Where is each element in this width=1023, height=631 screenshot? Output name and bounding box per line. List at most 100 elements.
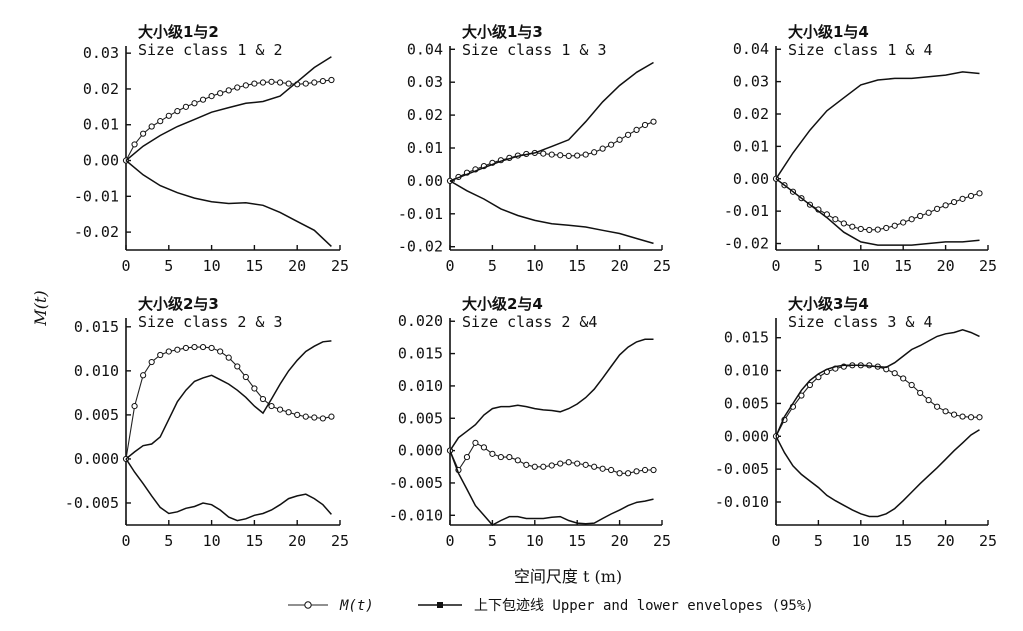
y-tick-label: 0.00 <box>407 172 443 190</box>
mt-point <box>950 198 958 206</box>
mt-point <box>934 403 941 410</box>
x-tick-label: 20 <box>288 257 306 275</box>
x-tick-label: 10 <box>203 532 221 550</box>
upper-envelope-line <box>125 56 332 162</box>
mt-point <box>633 126 640 134</box>
y-tick-label: -0.005 <box>389 474 443 492</box>
mt-point <box>259 395 267 403</box>
y-tick-label: -0.01 <box>724 202 769 220</box>
mt-series-line <box>449 121 654 182</box>
x-tick-label: 10 <box>203 257 221 275</box>
mt-point <box>311 79 318 86</box>
y-tick-label: 0.01 <box>407 139 443 157</box>
mt-point <box>925 209 932 216</box>
mt-point <box>217 348 224 355</box>
upper-envelope-line <box>775 329 980 437</box>
x-tick-label: 25 <box>653 532 671 550</box>
y-tick-label: -0.010 <box>389 506 443 524</box>
mt-point <box>557 152 564 159</box>
mt-point <box>131 141 138 148</box>
mt-point <box>182 344 190 352</box>
panel-title-cn: 大小级1与3 <box>462 23 543 41</box>
mt-point <box>157 351 164 359</box>
mt-point <box>225 87 232 94</box>
mt-point <box>157 118 164 125</box>
mt-point <box>174 108 181 115</box>
mt-point <box>208 93 215 100</box>
mt-point <box>140 372 147 379</box>
y-tick-label: 0.005 <box>74 406 119 424</box>
y-tick-label: 0.04 <box>733 40 769 58</box>
mt-point <box>942 202 949 209</box>
mt-point <box>285 409 292 416</box>
y-tick-label: 0.02 <box>733 105 769 123</box>
panel-6: -0.010 -0.005 0.000 0.005 0.010 0.015 0 5 10 15 20… <box>715 295 997 550</box>
mt-point <box>523 461 530 468</box>
y-tick-label: 0.005 <box>398 409 443 427</box>
panel-title-cn: 大小级3与4 <box>788 295 869 313</box>
mt-point <box>251 80 258 87</box>
mt-point <box>967 192 975 200</box>
mt-point <box>917 212 924 220</box>
y-tick-label: 0.015 <box>74 318 119 336</box>
y-axis-label: M(t) <box>31 290 50 326</box>
lower-envelope-line <box>125 159 332 247</box>
mt-point <box>497 453 504 461</box>
mt-point <box>557 460 564 467</box>
y-tick-label: 0.03 <box>733 73 769 91</box>
panel-title-en: Size class 1 & 4 <box>788 41 933 59</box>
x-tick-label: 25 <box>979 257 997 275</box>
mt-point <box>832 216 839 223</box>
mt-point <box>276 79 284 86</box>
mt-point <box>148 123 155 130</box>
y-tick-label: 0.02 <box>83 80 119 98</box>
mt-point <box>599 145 606 152</box>
mt-point <box>616 136 623 143</box>
mt-point <box>624 470 632 477</box>
mt-point <box>934 205 941 212</box>
mt-point <box>582 461 589 468</box>
mt-point <box>616 470 623 477</box>
upper-envelope-line <box>449 61 654 182</box>
mt-point <box>950 411 958 418</box>
y-tick-label: 0.010 <box>398 377 443 395</box>
mt-point <box>191 343 198 351</box>
y-tick-label: 0.015 <box>398 345 443 363</box>
mt-point <box>641 466 649 474</box>
y-tick-label: -0.02 <box>398 238 443 256</box>
mt-point <box>574 152 581 159</box>
mt-point <box>328 413 335 420</box>
x-tick-label: 5 <box>488 257 497 275</box>
mt-point <box>217 90 224 97</box>
lower-envelope-line <box>449 180 654 245</box>
y-tick-label: 0.015 <box>724 329 769 347</box>
x-tick-label: 15 <box>568 257 586 275</box>
x-tick-label: 15 <box>894 257 912 275</box>
mt-point <box>540 463 547 470</box>
mt-point <box>514 457 521 464</box>
mt-point <box>866 226 873 234</box>
mt-point <box>140 130 147 137</box>
mt-point <box>548 462 555 469</box>
mt-point <box>900 219 907 226</box>
chart-panels: -0.02 -0.01 0.00 0.01 0.02 0.03 0 5 10 15 20 25 大小级1… <box>65 23 997 550</box>
panel-title-cn: 大小级2与4 <box>462 295 543 313</box>
mt-point <box>259 79 267 86</box>
upper-envelope-line <box>125 340 332 460</box>
mt-series-line <box>775 178 980 231</box>
mt-point <box>302 80 309 87</box>
x-tick-label: 20 <box>937 532 955 550</box>
mt-point <box>650 118 657 125</box>
mt-point <box>908 216 915 223</box>
y-tick-label: -0.01 <box>74 187 119 205</box>
mt-point <box>582 151 589 158</box>
mt-point <box>857 225 864 233</box>
y-tick-label: 0.02 <box>407 106 443 124</box>
mt-point <box>234 363 241 370</box>
x-tick-label: 25 <box>653 257 671 275</box>
mt-point <box>268 402 275 410</box>
mt-point <box>959 195 966 202</box>
y-tick-label: 0.03 <box>407 73 443 91</box>
panel-3: -0.02 -0.01 0.00 0.01 0.02 0.03 0.04 0 5 10 15 20 25… <box>724 23 997 275</box>
mt-point <box>976 414 983 421</box>
